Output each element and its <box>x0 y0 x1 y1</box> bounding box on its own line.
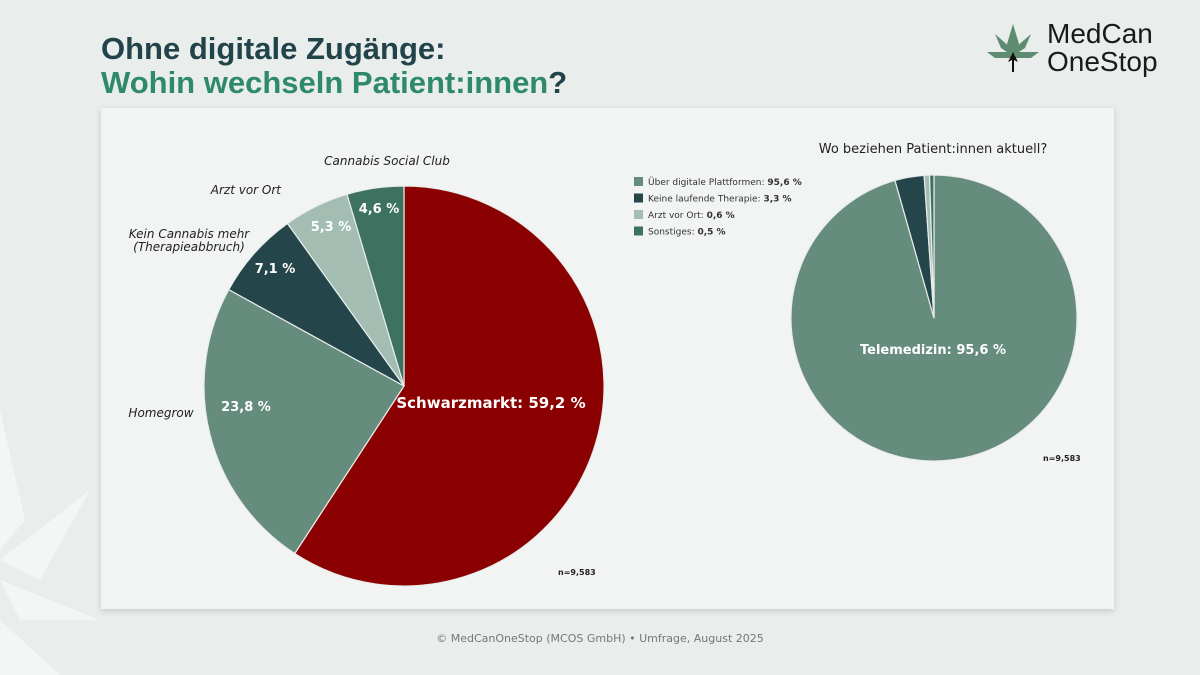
data-label: Telemedizin: 95,6 % <box>860 343 1006 358</box>
legend-swatch <box>634 177 643 186</box>
legend-label: Über digitale Plattformen: 95,6 % <box>648 177 802 188</box>
data-label: Schwarzmarkt: 59,2 % <box>396 394 585 412</box>
chart-title: Wo beziehen Patient:innen aktuell? <box>819 142 1048 157</box>
leaf-watermark-icon <box>0 410 100 675</box>
legend-swatch <box>634 193 643 203</box>
pie-slice-sonstiges <box>928 174 935 319</box>
legend-swatch <box>634 210 643 219</box>
data-label: 7,1 % <box>255 262 296 277</box>
legend-item: Keine laufende Therapie: 3,3 % <box>634 193 792 205</box>
legend-swatch <box>634 226 643 236</box>
pie-slice-cannabis-social-club <box>346 185 405 387</box>
page-title: Ohne digitale Zugänge: Wohin wechseln Pa… <box>101 32 567 100</box>
charts-svg: Schwarzmarkt: 59,2 % 23,8 % 7,1 % 5,3 % 4,6 … <box>128 142 1081 587</box>
cannabis-leaf-icon <box>987 24 1039 72</box>
category-label: (Therapieabbruch) <box>133 240 245 254</box>
n-label: n=9,583 <box>1043 454 1081 463</box>
category-label: Arzt vor Ort <box>210 183 283 197</box>
footer-credit: © MedCanOneStop (MCOS GmbH) • Umfrage, A… <box>436 632 764 645</box>
legend-label: Sonstiges: 0,5 % <box>648 228 726 238</box>
category-label: Homegrow <box>128 406 193 420</box>
chart-panel: Schwarzmarkt: 59,2 % 23,8 % 7,1 % 5,3 % 4,6 … <box>101 108 1114 609</box>
data-label: 4,6 % <box>359 202 400 217</box>
legend-item: Über digitale Plattformen: 95,6 % <box>634 177 802 188</box>
legend-label: Keine laufende Therapie: 3,3 % <box>648 195 792 205</box>
data-label: 23,8 % <box>221 400 271 415</box>
title-line-1: Ohne digitale Zugänge: <box>101 31 446 66</box>
category-label: Cannabis Social Club <box>324 154 450 168</box>
pie-slice-schwarzmarkt <box>293 185 605 587</box>
legend-item: Arzt vor Ort: 0,6 % <box>634 210 735 221</box>
n-label: n=9,583 <box>558 568 596 577</box>
title-line-2: Wohin wechseln Patient:innen? <box>101 65 568 100</box>
logo: MedCan OneStop <box>985 20 1158 76</box>
legend-label: Arzt vor Ort: 0,6 % <box>648 211 735 221</box>
pie-slice-homegrow <box>203 288 405 555</box>
legend-item: Sonstiges: 0,5 % <box>634 226 726 238</box>
category-label: Kein Cannabis mehr <box>129 227 251 241</box>
data-label: 5,3 % <box>311 220 352 235</box>
